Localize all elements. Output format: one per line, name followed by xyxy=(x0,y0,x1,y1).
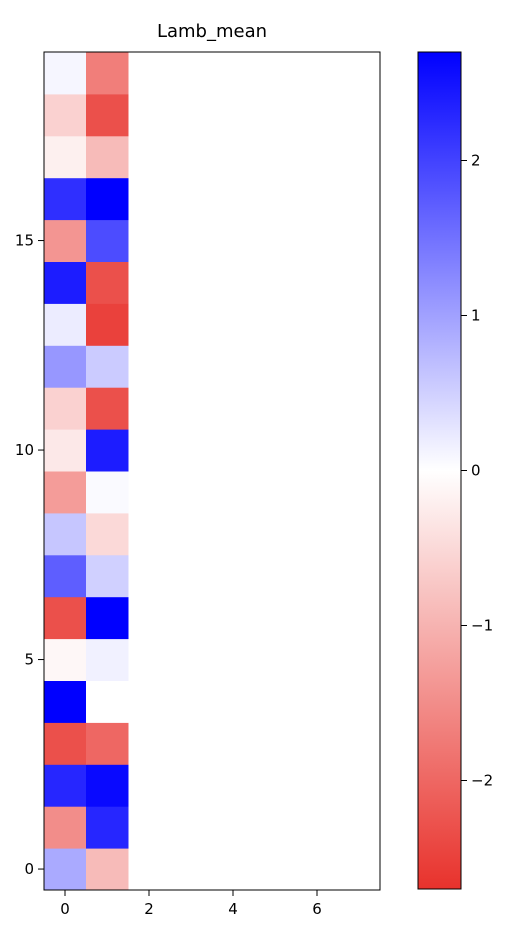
heatmap-cell xyxy=(44,764,87,807)
heatmap-cell xyxy=(86,596,129,640)
heatmap-cell xyxy=(86,722,129,765)
heatmap-cell xyxy=(86,512,129,556)
plot-frame xyxy=(43,51,381,891)
heatmap-cell xyxy=(86,764,129,807)
heatmap-cell xyxy=(44,680,87,723)
y-tick-label: 0 xyxy=(24,860,34,878)
heatmap-cell xyxy=(44,387,87,430)
x-axis: 0 2 4 6 xyxy=(60,890,322,918)
colorbar xyxy=(417,51,462,890)
heatmap-cell xyxy=(86,261,129,304)
heatmap-cell xyxy=(86,135,129,179)
heatmap-cell xyxy=(86,429,129,472)
heatmap-cell xyxy=(44,52,87,95)
heatmap-cell xyxy=(86,471,129,514)
heatmap-cell xyxy=(44,303,87,346)
colorbar-tick-label: 1 xyxy=(471,307,481,325)
colorbar-tick-label: −2 xyxy=(471,772,493,790)
heatmap-cell xyxy=(44,806,87,849)
heatmap-cells xyxy=(44,52,129,891)
heatmap-cell xyxy=(44,345,87,388)
heatmap-cell xyxy=(44,554,87,598)
heatmap-cell xyxy=(44,638,87,681)
colorbar-tick-label: 2 xyxy=(471,152,481,170)
y-tick-label: 10 xyxy=(15,441,34,459)
heatmap-cell xyxy=(44,93,87,137)
heatmap-cell xyxy=(44,429,87,472)
heatmap-cell xyxy=(86,177,129,221)
y-axis: 0 5 10 15 xyxy=(15,232,44,878)
x-tick-label: 2 xyxy=(144,900,154,918)
heatmap-cell xyxy=(44,261,87,304)
heatmap-cell xyxy=(86,554,129,598)
x-tick-label: 4 xyxy=(228,900,238,918)
colorbar-axis: 2 1 0 −1 −2 xyxy=(461,152,493,790)
heatmap-cell xyxy=(86,680,129,723)
chart-title: Lamb_mean xyxy=(157,21,267,42)
heatmap-cell xyxy=(86,387,129,430)
heatmap-cell xyxy=(44,135,87,179)
heatmap-cell xyxy=(44,219,87,262)
x-tick-label: 6 xyxy=(312,900,322,918)
heatmap-cell xyxy=(86,345,129,388)
heatmap-cell xyxy=(86,219,129,262)
y-tick-label: 5 xyxy=(24,651,34,669)
heatmap-cell xyxy=(86,52,129,95)
heatmap-cell xyxy=(86,93,129,137)
heatmap-cell xyxy=(44,722,87,765)
heatmap-cell xyxy=(44,596,87,640)
heatmap-cell xyxy=(44,177,87,221)
heatmap-cell xyxy=(86,806,129,849)
colorbar-tick-label: −1 xyxy=(471,617,493,635)
x-tick-label: 0 xyxy=(60,900,70,918)
heatmap-cell xyxy=(86,303,129,346)
heatmap-cell xyxy=(86,848,129,891)
heatmap-cell xyxy=(44,512,87,556)
heatmap-cell xyxy=(44,848,87,891)
heatmap-cell xyxy=(86,638,129,681)
heatmap-cell xyxy=(44,471,87,514)
colorbar-tick-label: 0 xyxy=(471,462,481,480)
y-tick-label: 15 xyxy=(15,232,34,250)
